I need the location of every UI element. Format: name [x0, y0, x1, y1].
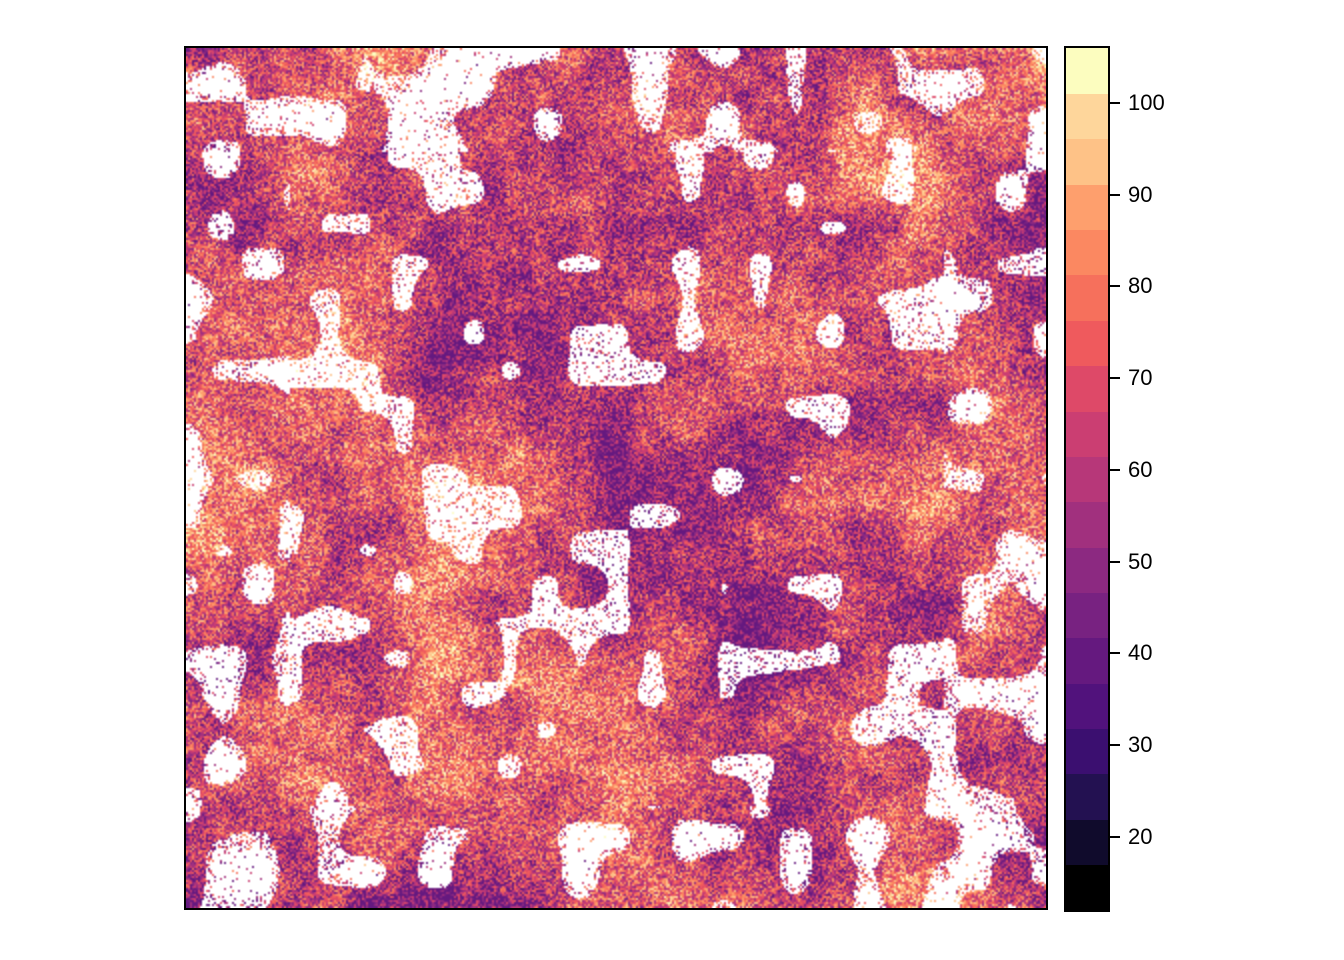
- legend-tick-mark: [1110, 743, 1120, 746]
- legend-tick-label: 20: [1128, 823, 1153, 849]
- legend-tick-label: 100: [1128, 90, 1165, 116]
- legend-band: [1066, 773, 1108, 820]
- legend-tick-label: 70: [1128, 365, 1153, 391]
- legend-band: [1066, 456, 1108, 503]
- legend-band: [1066, 819, 1108, 866]
- legend-band: [1066, 138, 1108, 185]
- legend-tick-label: 50: [1128, 548, 1153, 574]
- legend-band: [1066, 93, 1108, 140]
- legend-tick-mark: [1110, 560, 1120, 563]
- legend-band: [1066, 48, 1108, 94]
- legend-tick-label: 30: [1128, 731, 1153, 757]
- legend-band: [1066, 637, 1108, 684]
- legend-tick-mark: [1110, 468, 1120, 471]
- legend-tick-mark: [1110, 193, 1120, 196]
- legend-band: [1066, 728, 1108, 775]
- legend-band: [1066, 592, 1108, 639]
- legend-tick-label: 80: [1128, 273, 1153, 299]
- legend-band: [1066, 683, 1108, 730]
- raster-map-panel: [184, 46, 1048, 910]
- legend-band: [1066, 274, 1108, 321]
- legend-tick-mark: [1110, 285, 1120, 288]
- legend-band: [1066, 320, 1108, 367]
- legend-tick-label: 60: [1128, 456, 1153, 482]
- raster-canvas: [186, 48, 1046, 908]
- color-legend: [1064, 46, 1110, 912]
- legend-tick-mark: [1110, 835, 1120, 838]
- legend-tick-mark: [1110, 652, 1120, 655]
- legend-tick-mark: [1110, 102, 1120, 105]
- legend-tick-label: 90: [1128, 181, 1153, 207]
- legend-band: [1066, 501, 1108, 548]
- legend-band: [1066, 365, 1108, 412]
- legend-band: [1066, 184, 1108, 231]
- legend-tick-label: 40: [1128, 640, 1153, 666]
- legend-band: [1066, 864, 1108, 910]
- legend-band: [1066, 410, 1108, 457]
- legend-tick-mark: [1110, 377, 1120, 380]
- legend-band: [1066, 547, 1108, 593]
- legend-band: [1066, 229, 1108, 276]
